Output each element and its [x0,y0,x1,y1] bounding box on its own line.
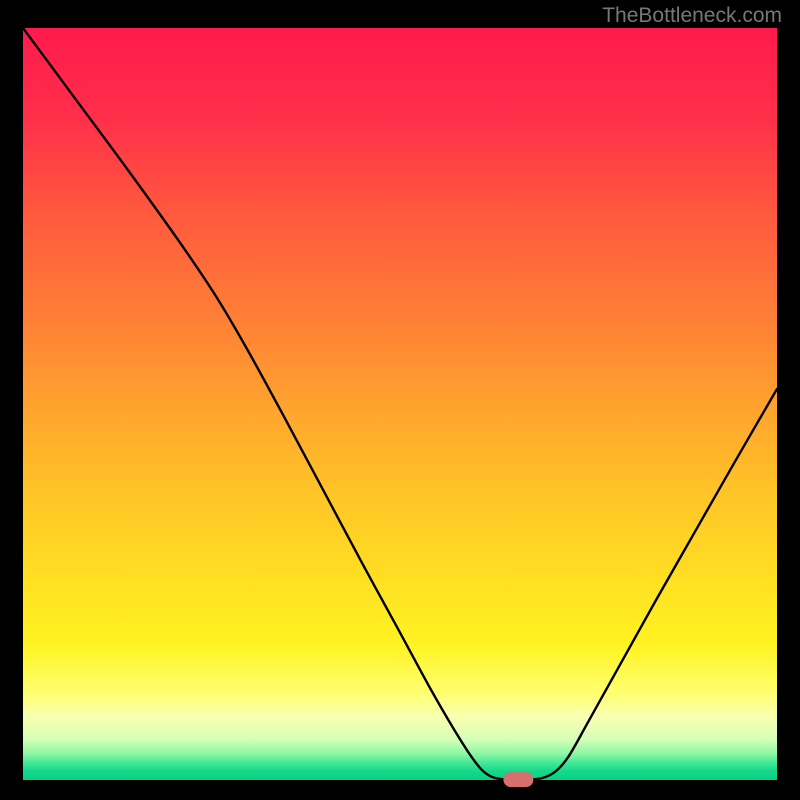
optimal-marker [503,772,533,787]
watermark-text: TheBottleneck.com [602,4,782,28]
chart-root: TheBottleneck.com [0,0,800,800]
chart-svg [0,0,800,800]
plot-background [23,28,777,780]
